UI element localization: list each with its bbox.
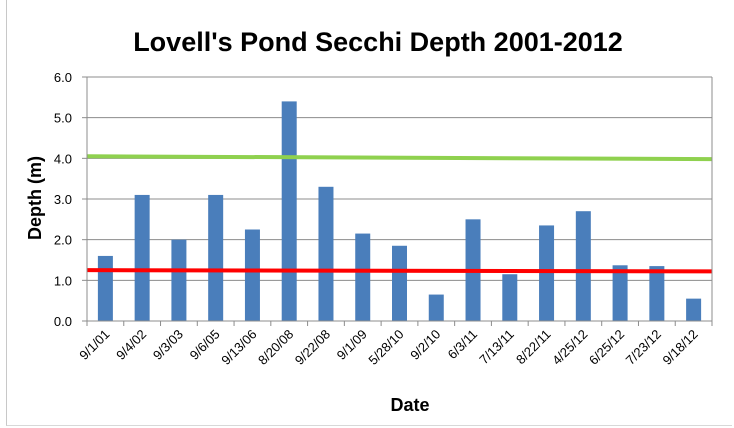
x-tick-label: 8/22/11	[513, 327, 554, 368]
y-tick-label: 1.0	[54, 273, 72, 288]
y-tick-label: 3.0	[54, 192, 72, 207]
y-tick-label: 4.0	[54, 151, 72, 166]
x-tick-label: 9/13/06	[218, 327, 259, 368]
y-tick-label: 0.0	[54, 314, 72, 329]
y-tick-labels: 0.0 1.0 2.0 3.0 4.0 5.0 6.0	[54, 70, 72, 329]
x-tick-label: 7/13/11	[476, 327, 517, 368]
bar	[355, 233, 371, 321]
bar	[281, 101, 297, 322]
x-axis-title: Date	[390, 395, 429, 415]
x-tick-label: 8/20/08	[255, 327, 296, 368]
x-tick-label: 7/23/12	[623, 327, 664, 368]
x-tick-label: 9/22/08	[292, 327, 333, 368]
bar	[392, 245, 407, 321]
chart-title: Lovell's Pond Secchi Depth 2001-2012	[133, 27, 623, 57]
bar	[649, 266, 665, 321]
reference-lines	[86, 154, 713, 274]
bar	[208, 194, 224, 321]
x-tick-label: 9/2/10	[407, 327, 443, 363]
reference-line	[86, 154, 713, 162]
bar	[428, 294, 444, 321]
bar	[97, 255, 113, 321]
bar	[134, 194, 150, 321]
x-tick-label: 5/28/10	[365, 327, 406, 368]
bar	[686, 298, 702, 321]
x-tick-label: 9/1/01	[76, 327, 112, 363]
x-tick-label: 9/4/02	[113, 327, 149, 363]
x-tick-labels: 9/1/01 9/4/02 9/3/03 9/6/059/13/068/20/089/…	[76, 327, 700, 368]
y-tick-label: 2.0	[54, 233, 72, 248]
bar	[318, 186, 334, 321]
bars	[97, 101, 702, 322]
bar	[575, 211, 591, 321]
x-tick-label: 6/25/12	[586, 327, 627, 368]
x-tick-label: 6/3/11	[445, 327, 480, 362]
x-tick-label: 9/18/12	[659, 327, 700, 368]
bar	[244, 229, 260, 321]
bar	[502, 274, 518, 321]
chart-frame	[6, 0, 732, 426]
y-tick-label: 5.0	[54, 111, 72, 126]
axes	[82, 76, 713, 326]
bar	[539, 225, 555, 321]
bar	[171, 239, 187, 321]
x-tick-label: 9/3/03	[150, 327, 186, 363]
bar	[612, 265, 628, 321]
y-tick-label: 6.0	[54, 70, 72, 85]
y-axis-title: Depth (m)	[25, 156, 45, 240]
x-tick-label: 4/25/12	[549, 327, 590, 368]
reference-line	[86, 268, 713, 274]
